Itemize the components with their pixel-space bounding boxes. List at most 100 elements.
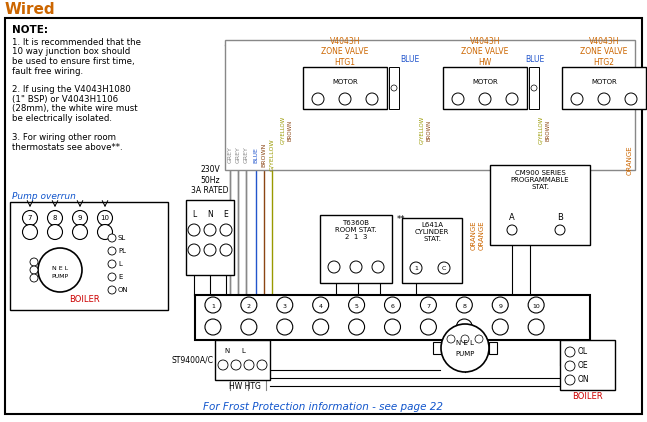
Circle shape	[241, 297, 257, 313]
Circle shape	[461, 335, 469, 343]
Text: 5: 5	[355, 303, 358, 308]
Text: BLUE: BLUE	[525, 55, 545, 64]
Text: Pump overrun: Pump overrun	[12, 192, 76, 201]
Text: G/YELLOW: G/YELLOW	[270, 139, 274, 171]
Text: HW HTG: HW HTG	[229, 382, 261, 391]
Text: BLUE: BLUE	[254, 147, 259, 163]
Text: G/YELLOW: G/YELLOW	[419, 116, 424, 144]
Bar	[10, 202, 168, 310]
Text: 8: 8	[53, 215, 57, 221]
Circle shape	[366, 93, 378, 105]
Circle shape	[555, 225, 565, 235]
Text: ORANGE: ORANGE	[471, 220, 477, 250]
Circle shape	[98, 211, 113, 225]
Circle shape	[507, 225, 517, 235]
Bar	[560, 340, 615, 390]
Text: NOTE:: NOTE:	[12, 25, 48, 35]
Circle shape	[244, 360, 254, 370]
Text: PUMP: PUMP	[455, 351, 475, 357]
Circle shape	[421, 319, 437, 335]
Text: 3: 3	[283, 303, 287, 308]
Circle shape	[277, 297, 293, 313]
Circle shape	[98, 225, 113, 240]
Bar	[195, 295, 590, 340]
Circle shape	[475, 335, 483, 343]
Bar	[529, 67, 539, 109]
Text: 7: 7	[426, 303, 430, 308]
Text: L: L	[241, 348, 245, 354]
Text: L641A
CYLINDER
STAT.: L641A CYLINDER STAT.	[415, 222, 449, 242]
Text: **: **	[397, 215, 406, 224]
Bar	[50, 262, 70, 278]
Circle shape	[421, 297, 437, 313]
Text: ON: ON	[578, 376, 589, 384]
Circle shape	[108, 260, 116, 268]
Circle shape	[565, 375, 575, 385]
Circle shape	[384, 319, 400, 335]
Circle shape	[218, 360, 228, 370]
Text: ORANGE: ORANGE	[627, 145, 633, 175]
Circle shape	[72, 225, 87, 240]
Circle shape	[531, 85, 537, 91]
Text: L: L	[192, 210, 196, 219]
Text: A: A	[509, 213, 515, 222]
Circle shape	[452, 93, 464, 105]
Circle shape	[47, 225, 63, 240]
Bar	[320, 215, 392, 283]
Circle shape	[328, 261, 340, 273]
Text: B: B	[557, 213, 563, 222]
Circle shape	[38, 248, 82, 292]
Text: L: L	[118, 261, 122, 267]
Text: 2. If using the V4043H1080: 2. If using the V4043H1080	[12, 86, 131, 95]
Circle shape	[384, 297, 400, 313]
Text: N: N	[225, 348, 230, 354]
Circle shape	[372, 261, 384, 273]
Text: BOILER: BOILER	[572, 392, 602, 401]
Text: CM900 SERIES
PROGRAMMABLE
STAT.: CM900 SERIES PROGRAMMABLE STAT.	[510, 170, 569, 190]
Circle shape	[571, 93, 583, 105]
Circle shape	[528, 319, 544, 335]
Bar	[225, 40, 635, 170]
Circle shape	[447, 335, 455, 343]
Circle shape	[456, 319, 472, 335]
Text: For Frost Protection information - see page 22: For Frost Protection information - see p…	[203, 402, 443, 412]
Text: ON: ON	[118, 287, 129, 293]
Text: (28mm), the white wire must: (28mm), the white wire must	[12, 105, 138, 114]
Bar	[303, 67, 387, 109]
Text: thermostats see above**.: thermostats see above**.	[12, 143, 123, 151]
Bar	[490, 165, 590, 245]
Text: BROWN: BROWN	[545, 119, 551, 141]
Bar	[443, 67, 527, 109]
Text: SL: SL	[118, 235, 126, 241]
Text: (1" BSP) or V4043H1106: (1" BSP) or V4043H1106	[12, 95, 118, 104]
Circle shape	[30, 266, 38, 274]
Text: BROWN: BROWN	[426, 119, 432, 141]
Circle shape	[528, 297, 544, 313]
Circle shape	[313, 297, 329, 313]
Circle shape	[108, 247, 116, 255]
Text: 230V
50Hz
3A RATED: 230V 50Hz 3A RATED	[192, 165, 229, 195]
Circle shape	[441, 324, 489, 372]
Circle shape	[30, 274, 38, 282]
Circle shape	[72, 211, 87, 225]
Text: BROWN: BROWN	[287, 119, 292, 141]
Circle shape	[391, 85, 397, 91]
Circle shape	[204, 224, 216, 236]
Bar	[389, 67, 399, 109]
Text: 9: 9	[498, 303, 502, 308]
Text: 8: 8	[463, 303, 466, 308]
Circle shape	[349, 319, 365, 335]
Circle shape	[205, 319, 221, 335]
Circle shape	[231, 360, 241, 370]
Circle shape	[108, 273, 116, 281]
Text: MOTOR: MOTOR	[332, 79, 358, 85]
Text: MOTOR: MOTOR	[472, 79, 498, 85]
Circle shape	[598, 93, 610, 105]
Circle shape	[479, 93, 491, 105]
Circle shape	[23, 211, 38, 225]
Text: 2: 2	[247, 303, 251, 308]
Text: 4: 4	[319, 303, 323, 308]
Circle shape	[492, 297, 509, 313]
Text: 10 way junction box should: 10 way junction box should	[12, 48, 130, 57]
Text: OE: OE	[578, 362, 589, 371]
